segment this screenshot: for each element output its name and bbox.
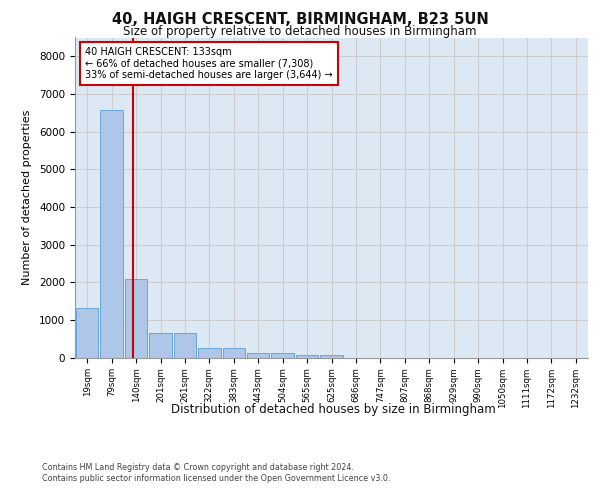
Bar — [320, 355, 343, 358]
Bar — [296, 355, 319, 358]
Bar — [173, 334, 196, 357]
Bar — [149, 333, 172, 357]
Bar — [125, 279, 148, 357]
Text: 40 HAIGH CRESCENT: 133sqm
← 66% of detached houses are smaller (7,308)
33% of se: 40 HAIGH CRESCENT: 133sqm ← 66% of detac… — [85, 47, 333, 80]
Text: 40, HAIGH CRESCENT, BIRMINGHAM, B23 5UN: 40, HAIGH CRESCENT, BIRMINGHAM, B23 5UN — [112, 12, 488, 28]
Bar — [223, 348, 245, 358]
Text: Contains HM Land Registry data © Crown copyright and database right 2024.: Contains HM Land Registry data © Crown c… — [42, 462, 354, 471]
Text: Contains public sector information licensed under the Open Government Licence v3: Contains public sector information licen… — [42, 474, 391, 483]
Bar — [198, 348, 221, 358]
Bar — [100, 110, 123, 358]
Bar — [271, 354, 294, 358]
Bar — [247, 352, 269, 358]
Y-axis label: Number of detached properties: Number of detached properties — [22, 110, 32, 285]
Text: Distribution of detached houses by size in Birmingham: Distribution of detached houses by size … — [170, 402, 496, 415]
Text: Size of property relative to detached houses in Birmingham: Size of property relative to detached ho… — [123, 25, 477, 38]
Bar — [76, 308, 98, 358]
